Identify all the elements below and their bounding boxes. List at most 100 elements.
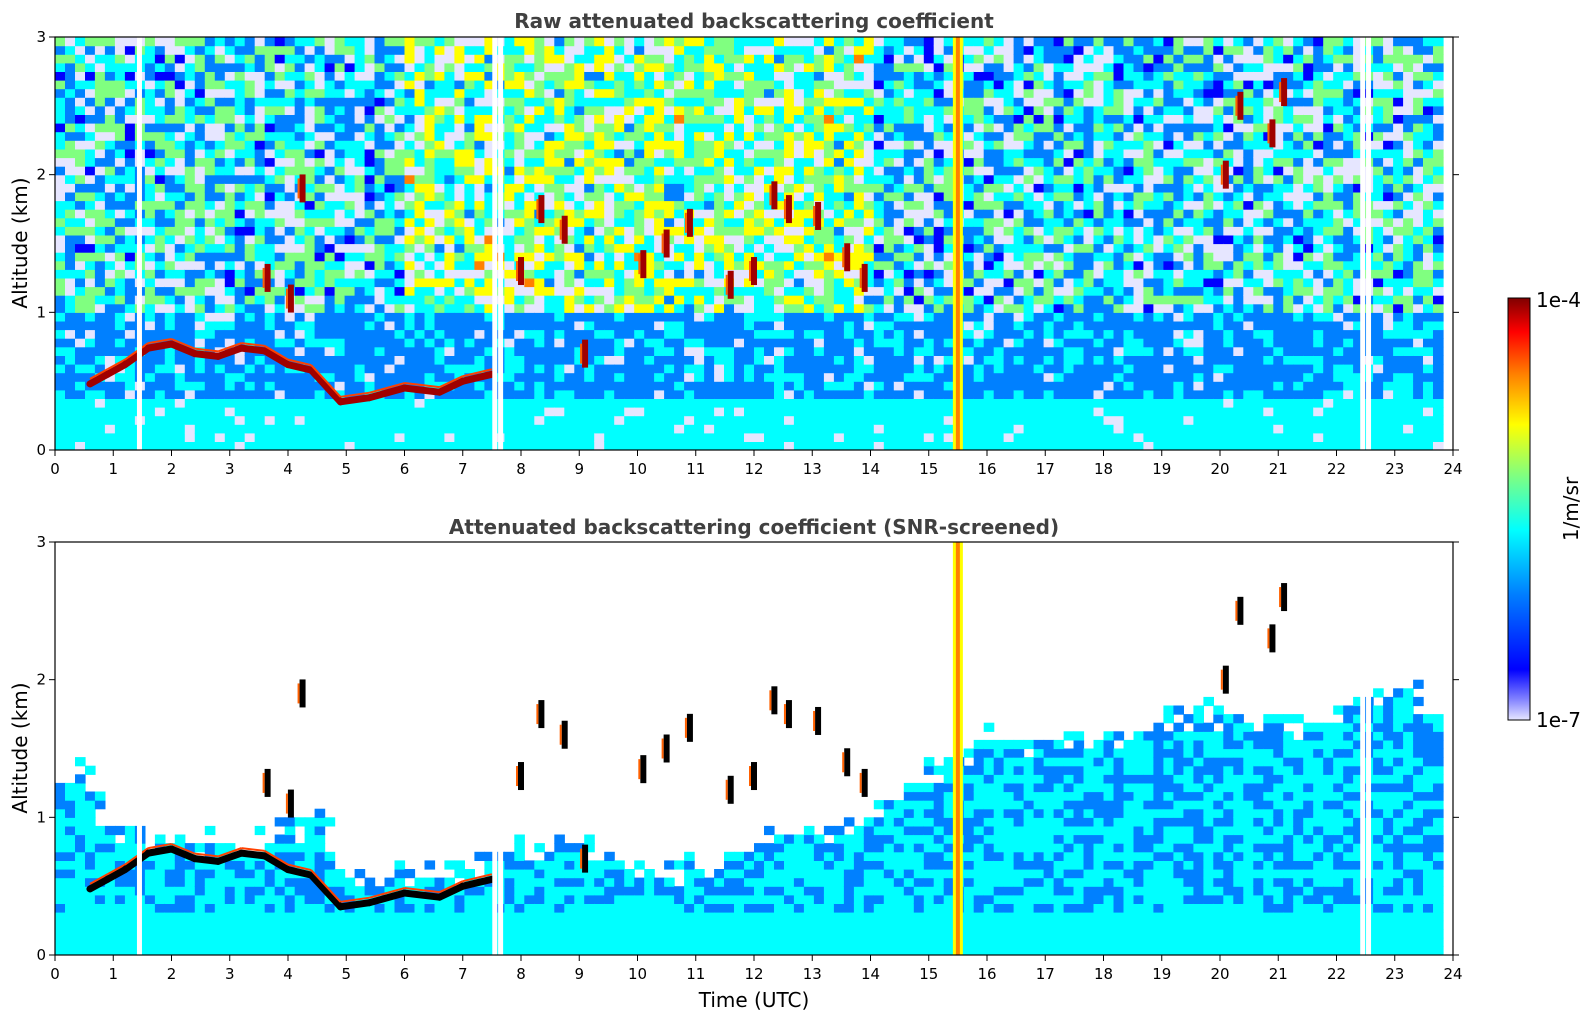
heatmap-cell <box>344 88 356 98</box>
heatmap-cell <box>314 295 326 305</box>
heatmap-cell <box>224 166 236 176</box>
heatmap-cell <box>674 62 685 72</box>
heatmap-cell <box>883 286 895 296</box>
heatmap-cell <box>464 183 475 193</box>
heatmap-cell <box>104 346 116 356</box>
heatmap-cell <box>184 105 196 115</box>
heatmap-cell <box>434 338 446 348</box>
heatmap-cell <box>254 131 266 141</box>
heatmap-cell <box>1053 277 1065 288</box>
heatmap-cell <box>554 191 565 202</box>
heatmap-cell <box>883 338 895 348</box>
heatmap-cell <box>923 320 935 331</box>
heatmap-cell <box>764 338 775 348</box>
heatmap-cell <box>634 364 645 374</box>
heatmap-cell <box>544 37 555 47</box>
heatmap-cell <box>963 303 975 313</box>
heatmap-cell <box>124 209 136 219</box>
heatmap-cell <box>374 45 386 55</box>
heatmap-cell <box>813 174 825 184</box>
heatmap-cell <box>943 166 955 176</box>
heatmap-cell <box>734 54 745 64</box>
heatmap-cell <box>324 415 336 425</box>
heatmap-cell <box>324 277 336 288</box>
heatmap-cell <box>384 364 396 374</box>
heatmap-cell <box>614 123 625 133</box>
heatmap-cell <box>454 329 465 339</box>
heatmap-cell <box>85 338 96 348</box>
heatmap-cell <box>1073 114 1085 124</box>
heatmap-cell <box>504 217 515 227</box>
heatmap-cell <box>793 166 805 176</box>
heatmap-cell <box>424 200 436 210</box>
heatmap-cell <box>304 303 316 313</box>
heatmap-cell <box>284 277 296 288</box>
heatmap-cell <box>913 407 925 417</box>
heatmap-cell <box>674 226 685 236</box>
heatmap-cell <box>604 277 615 288</box>
heatmap-cell <box>983 338 995 348</box>
heatmap-cell <box>634 131 645 141</box>
heatmap-cell <box>404 364 416 374</box>
heatmap-cell <box>434 407 446 417</box>
heatmap-cell <box>823 174 835 184</box>
heatmap-cell <box>1013 71 1025 81</box>
heatmap-cell <box>324 209 336 219</box>
heatmap-cell <box>534 166 545 176</box>
heatmap-cell <box>114 37 126 47</box>
heatmap-cell <box>993 37 1005 47</box>
heatmap-cell <box>124 226 136 236</box>
heatmap-cell <box>744 97 755 107</box>
heatmap-cell <box>544 329 555 339</box>
heatmap-cell <box>314 432 326 442</box>
heatmap-cell <box>234 243 246 253</box>
heatmap-cell <box>1053 140 1065 150</box>
heatmap-cell <box>75 338 86 348</box>
heatmap-cell <box>574 45 585 55</box>
heatmap-cell <box>374 432 386 442</box>
heatmap-cell <box>963 71 975 81</box>
heatmap-cell <box>274 381 286 391</box>
heatmap-cell <box>464 157 475 167</box>
heatmap-cell <box>524 88 535 98</box>
heatmap-cell <box>734 157 745 167</box>
heatmap-cell <box>734 295 745 305</box>
heatmap-cell <box>414 114 426 124</box>
heatmap-cell <box>554 329 565 339</box>
heatmap-cell <box>793 372 805 382</box>
heatmap-cell <box>873 97 885 107</box>
heatmap-cell <box>554 37 565 47</box>
heatmap-cell <box>204 174 216 184</box>
heatmap-cell <box>184 295 196 305</box>
heatmap-cell <box>254 286 266 296</box>
heatmap-cell <box>903 200 915 210</box>
heatmap-cell <box>244 200 256 210</box>
heatmap-cell <box>114 415 126 425</box>
heatmap-cell <box>893 37 905 47</box>
heatmap-cell <box>424 166 436 176</box>
heatmap-cell <box>324 80 336 90</box>
heatmap-cell <box>274 234 286 245</box>
heatmap-cell <box>174 114 186 124</box>
heatmap-cell <box>234 157 246 167</box>
heatmap-cell <box>903 157 915 167</box>
heatmap-cell <box>104 407 116 417</box>
heatmap-cell <box>604 286 615 296</box>
heatmap-cell <box>154 200 166 210</box>
heatmap-cell <box>464 381 475 391</box>
heatmap-cell <box>993 381 1005 391</box>
heatmap-cell <box>124 123 136 133</box>
heatmap-cell <box>634 372 645 382</box>
heatmap-cell <box>764 174 775 184</box>
heatmap-cell <box>973 140 985 150</box>
heatmap-cell <box>564 338 575 348</box>
heatmap-cell <box>933 389 945 399</box>
heatmap-cell <box>793 191 805 202</box>
heatmap-cell <box>464 398 475 408</box>
heatmap-cell <box>913 209 925 219</box>
heatmap-cell <box>833 157 845 167</box>
heatmap-cell <box>714 338 725 348</box>
heatmap-cell <box>234 424 246 434</box>
heatmap-cell <box>614 398 625 408</box>
heatmap-cell <box>294 338 306 348</box>
